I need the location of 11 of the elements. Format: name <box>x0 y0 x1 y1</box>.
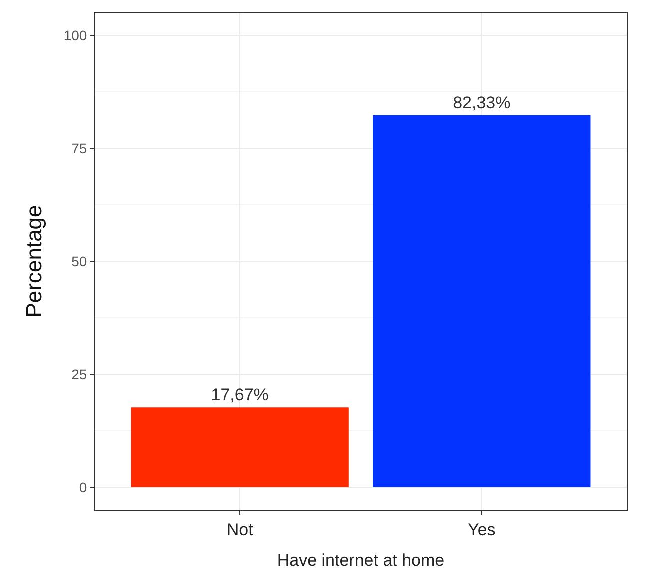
y-tick-label: 100 <box>64 27 88 44</box>
y-axis-title: Percentage <box>22 205 47 318</box>
y-tick-label: 75 <box>72 140 88 156</box>
y-tick-label: 50 <box>72 253 88 270</box>
x-tick-label: Yes <box>468 520 496 540</box>
x-axis-title: Have internet at home <box>277 550 445 570</box>
y-tick-label: 25 <box>72 366 88 382</box>
x-tick-label: Not <box>226 520 254 540</box>
data-label: 82,33% <box>453 93 511 112</box>
y-tick-label: 0 <box>79 479 88 496</box>
data-label: 17,67% <box>211 386 269 405</box>
